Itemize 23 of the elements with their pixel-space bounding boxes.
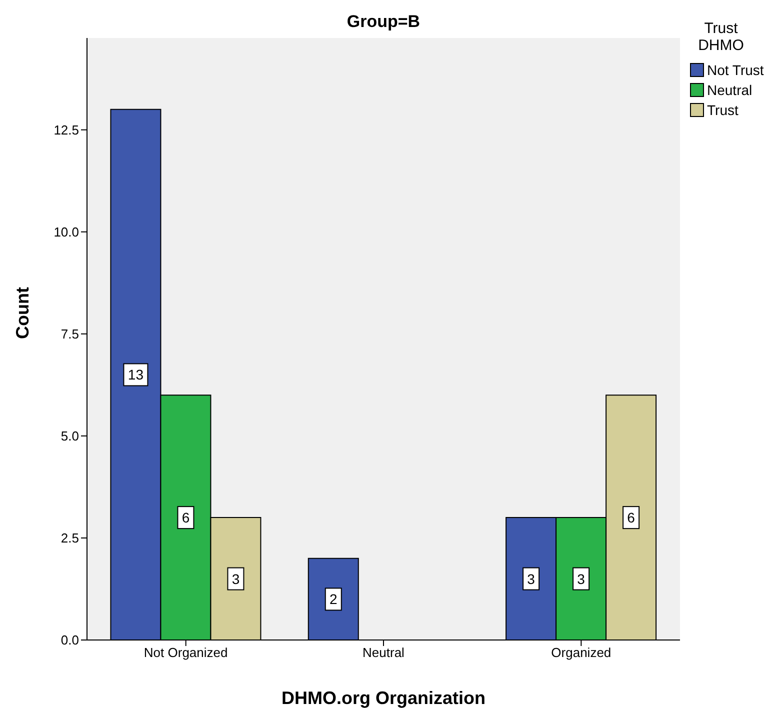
legend-label: Neutral: [707, 82, 752, 98]
data-label: 3: [577, 570, 586, 587]
x-tick-label: Organized: [551, 645, 612, 660]
data-label: 3: [232, 570, 240, 587]
legend-label: Not Trust: [707, 62, 764, 78]
y-tick-label: 5.0: [60, 428, 79, 444]
y-tick-label: 10.0: [54, 224, 79, 240]
data-label: 3: [527, 570, 536, 587]
x-tick-label: Not Organized: [144, 645, 228, 660]
chart-title: Group=B: [346, 12, 422, 32]
y-tick-label: 7.5: [60, 326, 79, 342]
y-tick-label: 0.0: [60, 632, 79, 648]
x-tick-label: Neutral: [362, 645, 405, 660]
y-tick-label: 12.5: [54, 122, 79, 138]
data-label: 13: [128, 366, 144, 383]
data-label: 2: [329, 591, 338, 608]
legend-label: Trust: [707, 102, 738, 118]
y-tick-label: 2.5: [60, 530, 79, 546]
data-label: 6: [627, 510, 636, 526]
legend-title: Trust DHMO: [697, 20, 745, 54]
y-axis-title: Count: [12, 287, 32, 339]
x-axis-title: DHMO.org Organization: [282, 688, 486, 708]
data-label: 6: [182, 510, 190, 526]
